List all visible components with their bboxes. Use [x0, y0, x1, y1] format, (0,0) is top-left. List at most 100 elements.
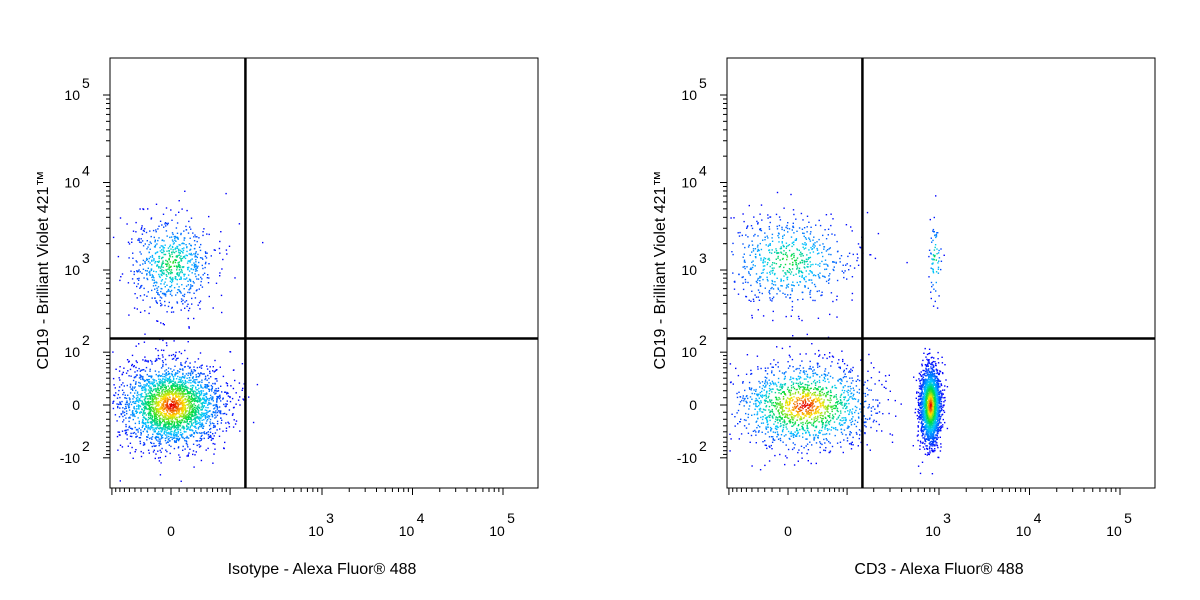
event-dot	[198, 237, 200, 239]
event-dot	[171, 430, 173, 433]
event-dot	[768, 244, 770, 246]
event-dot	[124, 394, 126, 396]
event-dot	[151, 410, 154, 412]
event-dot	[773, 383, 775, 386]
event-dot	[162, 249, 165, 251]
event-dot	[792, 386, 795, 388]
event-dot	[143, 384, 145, 386]
event-dot	[168, 354, 170, 357]
event-dot	[169, 380, 171, 382]
event-dot	[822, 415, 824, 417]
event-dot	[779, 416, 782, 419]
event-dot	[187, 414, 189, 416]
event-dot	[158, 260, 160, 262]
event-dot	[175, 392, 177, 394]
event-dot	[786, 416, 788, 418]
event-dot	[777, 438, 780, 440]
event-dot	[170, 278, 173, 281]
event-dot	[190, 385, 192, 387]
event-dot	[134, 400, 137, 403]
event-dot	[160, 367, 163, 369]
event-dot	[742, 381, 744, 383]
event-dot	[150, 388, 153, 390]
event-dot	[858, 392, 860, 394]
event-dot	[203, 393, 205, 395]
event-dot	[186, 435, 188, 438]
event-dot	[756, 393, 758, 395]
event-dot	[146, 258, 149, 261]
event-dot	[801, 406, 803, 409]
event-dot	[211, 437, 213, 440]
event-dot	[891, 441, 894, 443]
event-dot	[160, 451, 162, 453]
event-dot	[160, 251, 163, 254]
event-dot	[173, 401, 175, 404]
event-dot	[864, 418, 867, 420]
event-dot	[813, 419, 815, 421]
event-dot	[806, 393, 808, 395]
event-dot	[152, 402, 154, 404]
event-dot	[753, 300, 755, 302]
event-dot	[779, 425, 781, 428]
event-dot	[814, 372, 817, 374]
event-dot	[199, 421, 201, 423]
event-dot	[179, 389, 181, 392]
event-dot	[166, 402, 168, 405]
event-dot	[188, 452, 190, 454]
event-dot	[843, 417, 845, 419]
event-dot	[216, 390, 218, 392]
event-dot	[817, 406, 819, 408]
event-dot	[170, 272, 172, 275]
event-dot	[837, 403, 839, 405]
event-dot	[192, 407, 194, 409]
event-dot	[786, 413, 789, 416]
event-dot	[170, 409, 173, 412]
event-dot	[190, 259, 192, 261]
event-dot	[188, 381, 190, 384]
event-dot	[125, 405, 127, 408]
event-dot	[191, 400, 194, 402]
event-dot	[163, 423, 165, 426]
event-dot	[186, 277, 188, 279]
event-dot	[165, 369, 168, 371]
event-dot	[150, 386, 152, 388]
event-dot	[193, 236, 195, 238]
y-tick-label-base: 10	[64, 344, 80, 360]
event-dot	[112, 407, 115, 410]
event-dot	[161, 256, 163, 259]
event-dot	[783, 383, 786, 386]
event-dot	[182, 373, 184, 376]
event-dot	[773, 273, 776, 276]
event-dot	[828, 275, 830, 277]
event-dot	[807, 413, 809, 416]
event-dot	[152, 404, 154, 406]
event-dot	[788, 404, 791, 406]
event-dot	[117, 403, 120, 406]
event-dot	[207, 431, 209, 433]
event-dot	[768, 436, 771, 438]
event-dot	[158, 378, 160, 380]
event-dot	[182, 390, 185, 392]
event-dot	[825, 421, 828, 423]
event-dot	[136, 271, 139, 273]
event-dot	[183, 275, 185, 277]
event-dot	[172, 400, 174, 402]
event-dot	[154, 281, 156, 284]
event-dot	[790, 378, 792, 380]
event-dot	[215, 416, 217, 418]
event-dot	[133, 282, 135, 284]
event-dot	[794, 431, 796, 433]
event-dot	[169, 432, 172, 434]
event-dot	[179, 415, 182, 417]
event-dot	[846, 400, 848, 402]
event-dot	[228, 422, 230, 425]
event-dot	[144, 370, 147, 372]
event-dot	[164, 391, 166, 393]
event-dot	[876, 412, 879, 414]
event-dot	[779, 401, 781, 403]
event-dot	[198, 397, 200, 399]
event-dot	[865, 421, 867, 423]
event-dot	[826, 410, 828, 412]
event-dot	[197, 358, 200, 360]
event-dot	[187, 280, 189, 282]
